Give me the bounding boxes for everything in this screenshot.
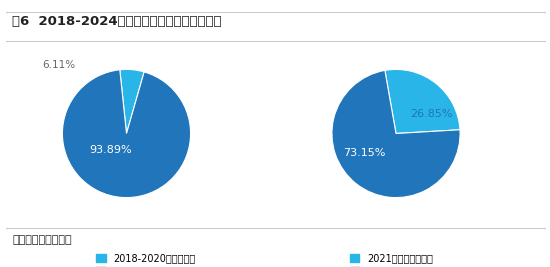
Text: 73.15%: 73.15% — [343, 148, 385, 158]
Legend: 2018-2020年负值时间, 2018-2020年正值时间: 2018-2020年负值时间, 2018-2020年正值时间 — [96, 254, 196, 267]
Text: 26.85%: 26.85% — [410, 109, 453, 119]
Wedge shape — [120, 69, 144, 134]
Text: 图6  2018-2024年粉壳、褐壳鸡蛋价差统计图: 图6 2018-2024年粉壳、褐壳鸡蛋价差统计图 — [12, 15, 222, 28]
Legend: 2021年至今负值时间, 2021年至今正值时间: 2021年至今负值时间, 2021年至今正值时间 — [350, 254, 433, 267]
Wedge shape — [385, 69, 460, 134]
Text: 数据来源：卓创资讯: 数据来源：卓创资讯 — [12, 235, 72, 245]
Text: 6.11%: 6.11% — [43, 60, 76, 70]
Wedge shape — [332, 70, 460, 198]
Text: 93.89%: 93.89% — [89, 144, 132, 155]
Wedge shape — [62, 70, 191, 198]
